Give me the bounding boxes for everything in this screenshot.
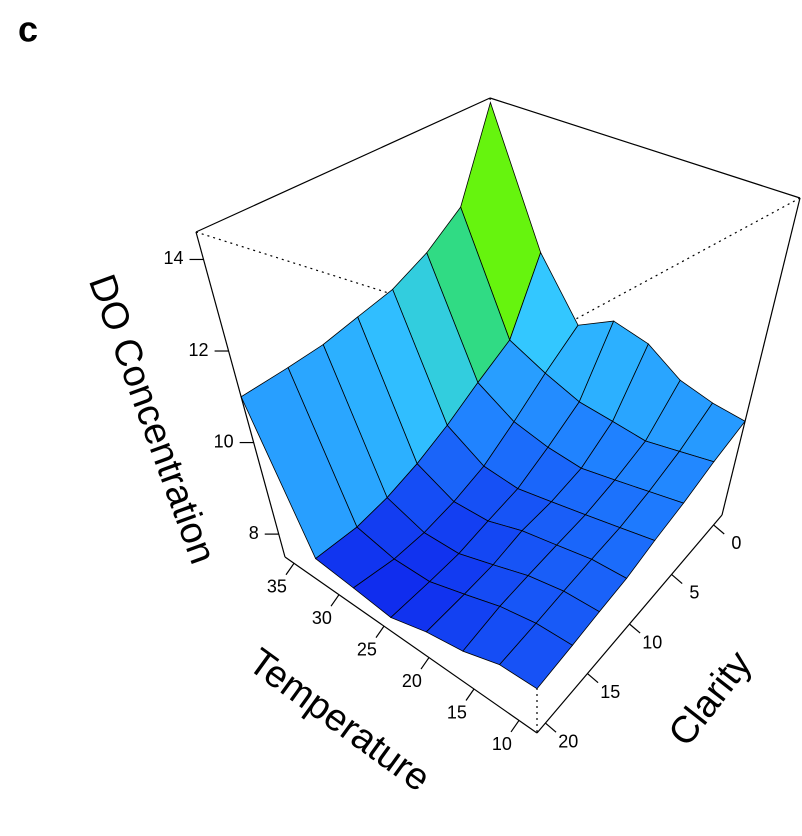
x-tick-label: 15 (447, 702, 467, 722)
y-tick-label: 10 (642, 632, 662, 652)
axes: 8 10 12 14 10 15 20 25 30 35 0 5 10 15 20 (163, 97, 801, 754)
z-axis-title: DO Concentration (80, 269, 223, 569)
y-tick-label: 20 (558, 731, 578, 751)
y-tick (671, 573, 683, 585)
x-axis-title: Temperature (241, 641, 438, 800)
y-tick (629, 623, 641, 634)
x-tick-label: 10 (492, 734, 512, 754)
x-tick-label: 35 (267, 577, 287, 597)
y-tick-label: 5 (689, 583, 699, 603)
y-tick-label: 15 (600, 682, 620, 702)
x-tick (465, 688, 475, 701)
x-tick-label: 25 (357, 639, 377, 659)
x-tick (420, 657, 430, 670)
box-edge (284, 556, 538, 734)
panel-label: c (18, 9, 38, 50)
y-axis-title: Clarity (661, 643, 760, 754)
x-tick (375, 625, 385, 638)
y-tick-label: 0 (731, 533, 741, 553)
z-tick-label: 8 (249, 523, 259, 543)
y-tick (587, 673, 599, 684)
y-tick (713, 524, 725, 535)
z-tick-label: 10 (214, 431, 234, 451)
x-tick-label: 30 (312, 608, 332, 628)
plot-box (195, 97, 801, 733)
z-tick-label: 14 (163, 248, 183, 268)
surface (240, 101, 746, 690)
box-edge (536, 197, 801, 341)
box-edge (721, 197, 801, 516)
x-tick (510, 720, 520, 733)
x-tick (330, 594, 340, 607)
box-edge (489, 97, 801, 199)
surface-facet (498, 622, 574, 690)
box-edge (195, 97, 491, 233)
x-tick-label: 20 (402, 671, 422, 691)
box-edge (195, 231, 286, 558)
x-tick (285, 562, 295, 576)
y-tick (545, 722, 557, 733)
z-tick-label: 12 (189, 340, 209, 360)
